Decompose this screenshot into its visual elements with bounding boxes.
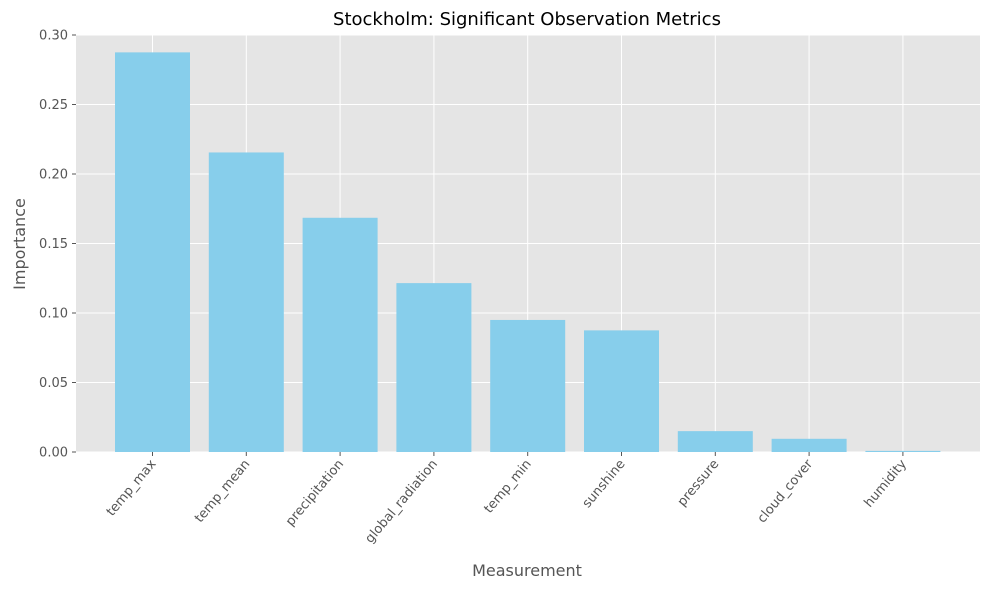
y-tick-label: 0.20	[39, 168, 68, 183]
y-tick-label: 0.25	[39, 98, 68, 113]
y-tick-label: 0.15	[39, 237, 68, 252]
bar-temp-max	[115, 52, 190, 452]
chart-title: Stockholm: Significant Observation Metri…	[333, 9, 721, 30]
y-tick-label: 0.10	[39, 307, 68, 322]
x-axis-label: Measurement	[472, 561, 582, 580]
x-tick-label-cloud-cover: cloud_cover	[755, 456, 817, 526]
x-tick-label-temp-mean: temp_mean	[192, 457, 253, 526]
bars	[115, 52, 941, 452]
bar-temp-min	[490, 319, 566, 452]
x-tick-label-global-radiation: global_radiation	[362, 457, 440, 546]
x-tick-label-sunshine: sunshine	[580, 457, 629, 511]
x-tick-label-humidity: humidity	[862, 457, 911, 511]
x-tick-label-pressure: pressure	[675, 457, 723, 510]
y-axis-ticks: 0.00 0.05 0.10 0.15 0.20 0.25 0.30	[39, 29, 76, 461]
y-tick-label: 0.00	[39, 446, 68, 461]
x-tick-label-temp-min: temp_min	[481, 457, 534, 516]
y-tick-label: 0.30	[39, 29, 68, 44]
bar-cloud-cover	[771, 438, 847, 452]
y-tick-label: 0.05	[39, 376, 68, 391]
bar-sunshine	[584, 330, 659, 452]
bar-precipitation	[302, 217, 378, 452]
bar-temp-mean	[208, 152, 284, 452]
x-tick-label-precipitation: precipitation	[283, 457, 347, 529]
bar-humidity	[865, 450, 941, 452]
x-axis-ticks: temp_max temp_mean precipitation global_rad…	[104, 452, 910, 546]
x-tick-label-temp-max: temp_max	[104, 457, 160, 520]
y-axis-label: Importance	[10, 198, 29, 290]
bar-pressure	[677, 431, 753, 452]
bar-global-radiation	[396, 283, 472, 452]
